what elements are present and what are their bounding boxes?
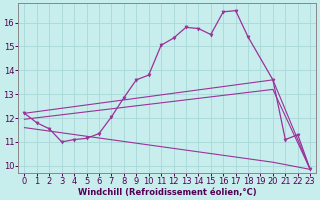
X-axis label: Windchill (Refroidissement éolien,°C): Windchill (Refroidissement éolien,°C) — [78, 188, 257, 197]
